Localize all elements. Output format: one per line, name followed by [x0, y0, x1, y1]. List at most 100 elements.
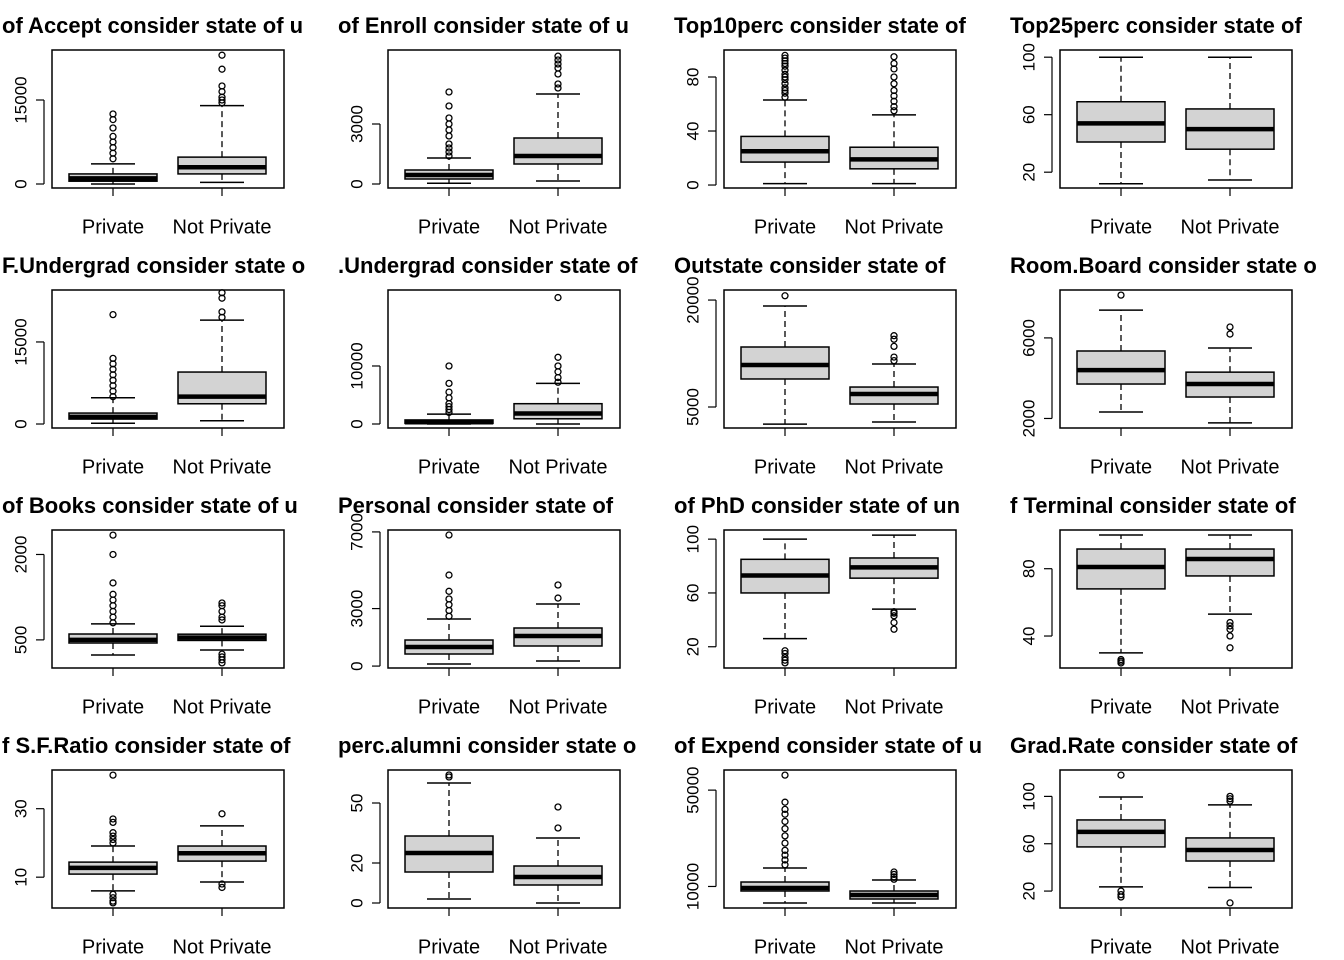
outlier [1117, 887, 1125, 895]
outlier [445, 531, 453, 539]
box [513, 137, 603, 165]
outlier [781, 810, 789, 818]
outlier [781, 292, 789, 300]
outlier [890, 86, 898, 95]
x-tick-label: Not Private [845, 456, 944, 478]
outlier [1226, 644, 1234, 652]
y-tick-label: 2000 [11, 536, 30, 574]
outlier [218, 650, 226, 658]
outlier [554, 84, 562, 92]
outlier [1117, 771, 1125, 779]
outlier [218, 880, 226, 888]
outlier [1226, 899, 1234, 907]
outlier [890, 73, 898, 81]
outlier [1226, 795, 1234, 803]
plot-frame [387, 289, 621, 429]
outlier [445, 144, 453, 152]
y-tick-label: 0 [347, 898, 366, 907]
outlier [781, 805, 789, 814]
outlier [554, 803, 562, 811]
outlier [445, 102, 453, 110]
x-tick-label: Not Private [845, 936, 944, 958]
outlier [109, 579, 117, 587]
outlier [1226, 792, 1234, 801]
outlier [109, 835, 117, 844]
outlier [781, 861, 789, 869]
outlier [781, 832, 789, 840]
x-tick-label: Private [754, 936, 816, 958]
y-tick-label: 5000 [683, 388, 702, 426]
panel-title: perc.alumni consider state o [338, 733, 636, 758]
outlier [1226, 632, 1234, 640]
outlier [445, 587, 453, 595]
outlier [445, 132, 453, 140]
panel-title: f Terminal consider state of [1010, 493, 1296, 518]
outlier [445, 771, 453, 779]
outlier [218, 51, 226, 59]
outlier [781, 66, 789, 74]
y-tick-label: 100 [683, 525, 702, 553]
x-tick-label: Private [82, 456, 144, 478]
outlier [218, 308, 226, 316]
outlier [781, 54, 789, 62]
y-tick-label: 15000 [11, 76, 30, 123]
outlier [890, 80, 898, 88]
y-tick-label: 3000 [347, 590, 366, 628]
panel: Outstate consider state of 5000 20000 Priva… [674, 253, 957, 478]
plot-frame [1059, 769, 1293, 909]
outlier [1226, 625, 1234, 633]
x-tick-label: Private [1090, 216, 1152, 238]
panel: Grad.Rate consider state of 20 60 100 Privat… [1010, 733, 1298, 958]
y-tick-label: 20 [683, 637, 702, 656]
outlier [109, 310, 117, 319]
outlier [1117, 890, 1125, 899]
outlier [109, 897, 117, 905]
outlier [554, 64, 562, 72]
outlier [1226, 323, 1234, 331]
outlier [781, 846, 789, 854]
panel: Personal consider state of 0 3000 7000 Priva… [338, 493, 621, 718]
x-tick-label: Not Private [173, 216, 272, 238]
panel-title: of Accept consider state of u [2, 13, 303, 38]
outlier [218, 653, 226, 661]
outlier [781, 653, 789, 662]
panel-title: of Books consider state of u [2, 493, 298, 518]
y-tick-label: 50000 [683, 766, 702, 813]
y-tick-label: 100 [1019, 782, 1038, 810]
outlier [109, 550, 117, 559]
outlier [445, 140, 453, 148]
outlier [218, 82, 226, 90]
outlier [109, 110, 117, 118]
outlier [781, 856, 789, 864]
outlier [445, 388, 453, 396]
outlier [1226, 622, 1234, 630]
outlier [445, 379, 453, 388]
outlier [554, 594, 562, 602]
outlier [1226, 618, 1234, 627]
outlier [109, 354, 117, 363]
outlier [781, 839, 789, 847]
panel: of Accept consider state of u 0 15000 Priva… [2, 13, 303, 238]
outlier [218, 65, 226, 73]
outlier [890, 625, 898, 633]
outlier [218, 602, 226, 610]
panel: Top10perc consider state of 0 40 80 Private N… [674, 13, 966, 238]
outlier [554, 824, 562, 832]
outlier [890, 335, 898, 343]
outlier [445, 88, 453, 96]
y-tick-label: 15000 [11, 318, 30, 365]
outlier [445, 601, 453, 609]
x-tick-label: Private [754, 456, 816, 478]
outlier [109, 890, 117, 898]
outlier [554, 56, 562, 64]
plot-frame [723, 769, 957, 909]
outlier [445, 120, 453, 128]
y-tick-label: 60 [683, 583, 702, 602]
panel: perc.alumni consider state o 0 20 50 Private… [338, 733, 636, 958]
panel: F.Undergrad consider state o 0 15000 Privat… [2, 253, 305, 478]
outlier [218, 616, 226, 624]
plot-frame [51, 49, 285, 189]
outlier [218, 96, 226, 104]
outlier [109, 132, 117, 141]
y-tick-label: 10000 [683, 863, 702, 910]
